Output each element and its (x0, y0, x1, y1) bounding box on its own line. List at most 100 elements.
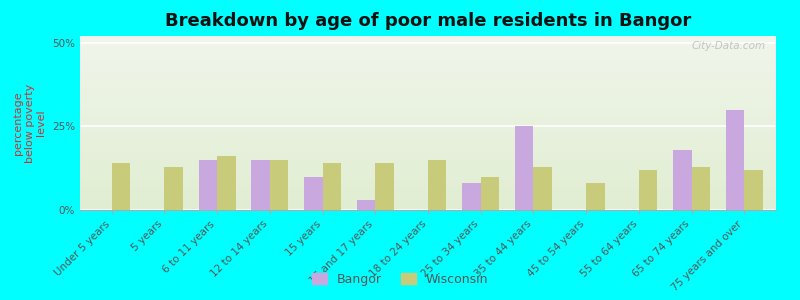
Bar (80, 188, 776, 189)
Bar (80, 138, 776, 139)
Bar (80, 86, 776, 87)
Bar (80, 199, 776, 200)
Bar (80, 113, 776, 114)
Bar (80, 96, 776, 97)
Bar (80, 126, 776, 127)
Bar (80, 61, 776, 62)
Bar (80, 47, 776, 48)
Bar (80, 134, 776, 135)
Bar (80, 88, 776, 89)
Bar (80, 60, 776, 61)
Bar (80, 42, 776, 43)
Bar (80, 104, 776, 105)
Bar (80, 167, 776, 168)
Bar (80, 135, 776, 136)
Bar (80, 175, 776, 176)
Bar (80, 164, 776, 165)
Bar (80, 77, 776, 78)
Bar (80, 119, 776, 120)
Bar (80, 150, 776, 151)
Bar (80, 201, 776, 202)
Bar (80, 67, 776, 68)
Bar (80, 129, 776, 130)
Bar (80, 145, 776, 146)
Bar (80, 81, 776, 82)
Bar (322, 163, 341, 210)
Bar (80, 58, 776, 59)
Bar (80, 93, 776, 94)
Bar (80, 180, 776, 181)
Bar (80, 194, 776, 195)
Bar (80, 78, 776, 79)
Bar (80, 153, 776, 154)
Bar (80, 112, 776, 113)
Bar (80, 160, 776, 161)
Bar (80, 176, 776, 177)
Bar (80, 160, 776, 161)
Bar (692, 167, 710, 210)
Legend: Bangor, Wisconsin: Bangor, Wisconsin (307, 268, 493, 291)
Bar (80, 168, 776, 169)
Bar (80, 147, 776, 148)
Bar (80, 127, 776, 128)
Bar (80, 107, 776, 108)
Bar (80, 92, 776, 93)
Bar (80, 51, 776, 52)
Bar (80, 59, 776, 60)
Bar (80, 124, 776, 125)
Bar (80, 146, 776, 147)
Bar (80, 105, 776, 106)
Bar (80, 196, 776, 197)
Bar (80, 49, 776, 50)
Bar (80, 202, 776, 203)
Bar (270, 160, 288, 210)
Bar (304, 176, 322, 210)
Bar (80, 117, 776, 118)
Bar (80, 55, 776, 56)
Bar (80, 37, 776, 38)
Bar (80, 192, 776, 193)
Bar (80, 186, 776, 187)
Bar (80, 190, 776, 191)
Bar (80, 101, 776, 102)
Bar (80, 80, 776, 81)
Bar (80, 53, 776, 54)
Bar (534, 167, 552, 210)
Bar (586, 183, 605, 210)
Bar (80, 198, 776, 199)
Bar (80, 70, 776, 71)
Bar (80, 177, 776, 178)
Bar (80, 140, 776, 141)
Bar (164, 167, 183, 210)
Bar (80, 172, 776, 173)
Bar (80, 166, 776, 167)
Bar (80, 102, 776, 103)
Bar (80, 193, 776, 194)
Bar (80, 40, 776, 41)
Bar (80, 115, 776, 116)
Bar (80, 184, 776, 185)
Bar (80, 79, 776, 80)
Bar (80, 189, 776, 190)
Bar (80, 85, 776, 86)
Bar (80, 130, 776, 131)
Bar (80, 82, 776, 83)
Bar (80, 62, 776, 63)
Bar (80, 48, 776, 49)
Bar (80, 171, 776, 172)
Bar (80, 209, 776, 210)
Bar (80, 191, 776, 192)
Bar (515, 126, 534, 210)
Bar (80, 111, 776, 112)
Bar (80, 139, 776, 140)
Bar (80, 84, 776, 85)
Bar (80, 182, 776, 183)
Bar (80, 128, 776, 129)
Bar (80, 110, 776, 111)
Bar (80, 132, 776, 133)
Bar (80, 151, 776, 152)
Bar (80, 46, 776, 47)
Bar (462, 183, 481, 210)
Bar (80, 41, 776, 42)
Bar (80, 137, 776, 138)
